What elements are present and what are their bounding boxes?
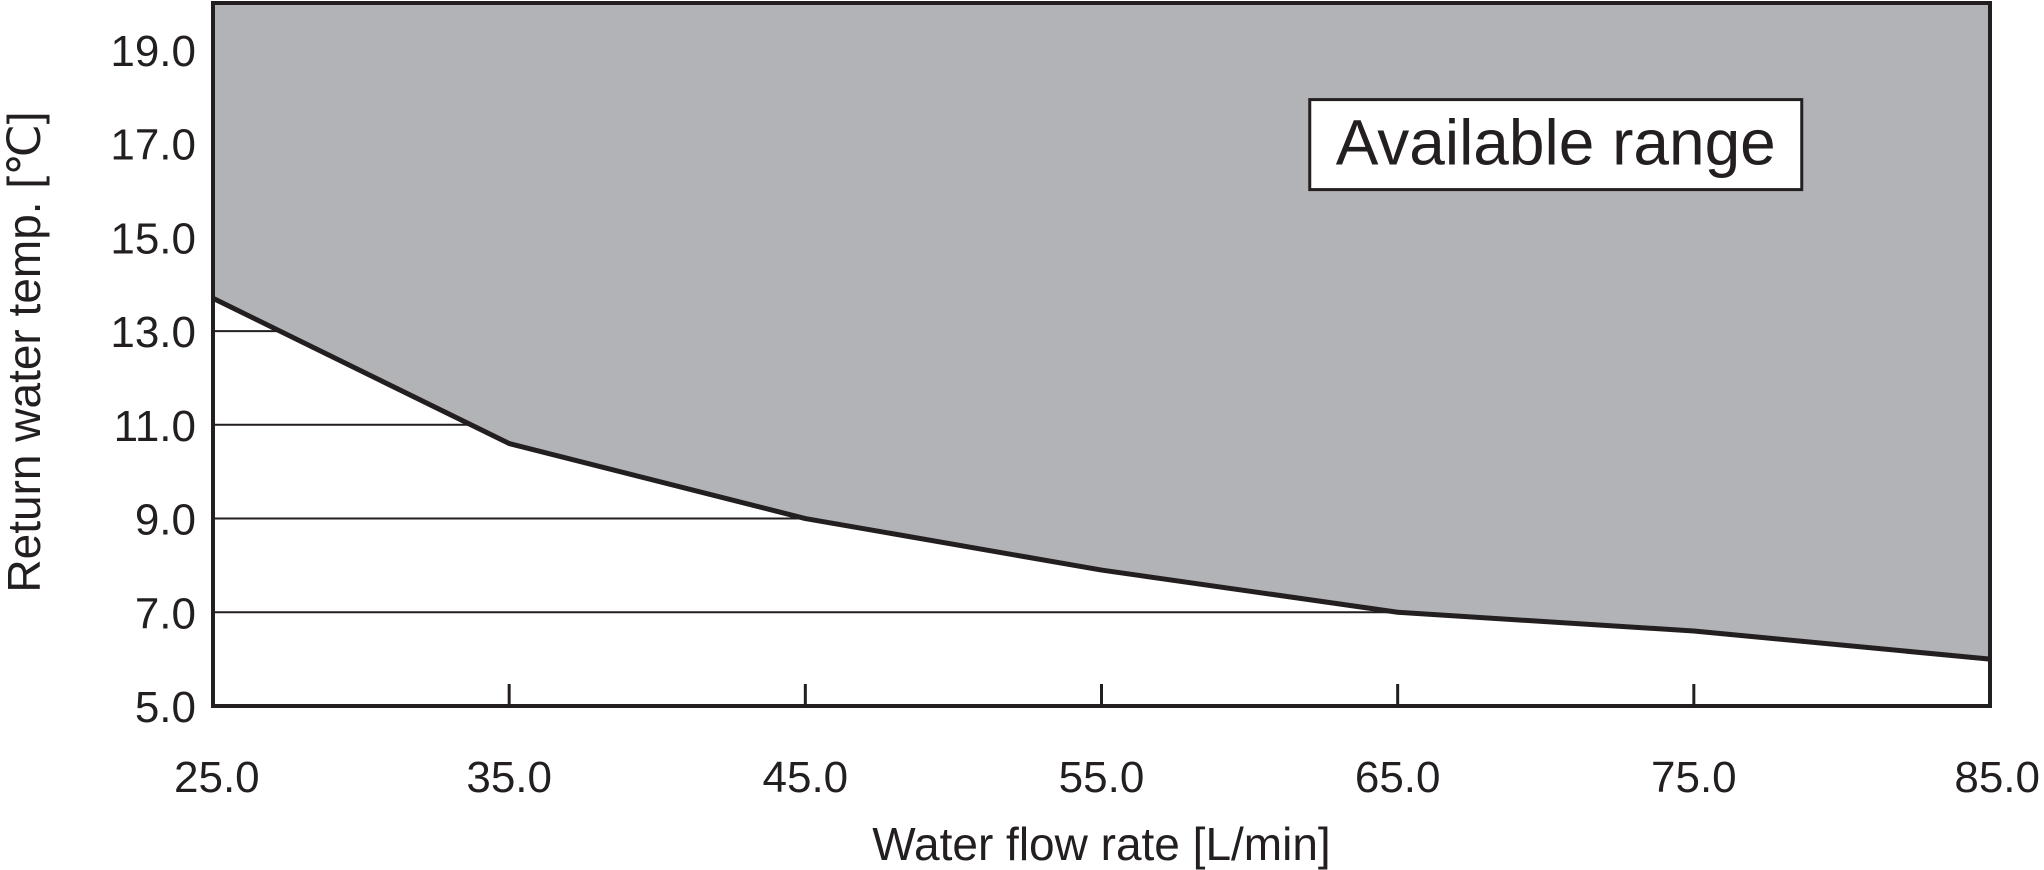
available-range-annotation: Available range: [1308, 98, 1804, 192]
lower-limit-line: [211, 296, 1991, 662]
y-tick-label-13.0: 13.0: [110, 308, 196, 357]
x-tick-label-45.0: 45.0: [763, 753, 849, 802]
x-tick-label-65.0: 65.0: [1355, 753, 1441, 802]
x-tick-label-75.0: 75.0: [1651, 753, 1737, 802]
y-tick-labels: 5.0 7.0 9.0 11.0 13.0 15.0 17.0 19.0: [110, 27, 196, 732]
y-tick-label-7.0: 7.0: [135, 589, 196, 638]
x-tick-label-35.0: 35.0: [466, 753, 552, 802]
annotation-label: Available range: [1336, 107, 1776, 179]
x-axis-title: Water flow rate [L/min]: [872, 818, 1330, 870]
y-tick-label-15.0: 15.0: [110, 214, 196, 263]
y-tick-label-9.0: 9.0: [135, 496, 196, 545]
x-tick-label-85.0: 85.0: [1954, 753, 2040, 802]
y-tick-label-11.0: 11.0: [114, 402, 196, 451]
y-tick-label-19.0: 19.0: [110, 27, 196, 76]
x-tick-label-25.0: 25.0: [174, 753, 260, 802]
x-tick-marks: [507, 684, 1696, 706]
y-axis-title: Return water temp. [℃]: [0, 111, 50, 592]
y-tick-label-5.0: 5.0: [135, 683, 196, 732]
annotation-box: [1308, 98, 1804, 192]
y-tick-label-17.0: 17.0: [110, 121, 196, 170]
x-tick-labels: 25.0 35.0 45.0 55.0 65.0 75.0 85.0: [174, 753, 2040, 802]
x-tick-label-55.0: 55.0: [1059, 753, 1145, 802]
